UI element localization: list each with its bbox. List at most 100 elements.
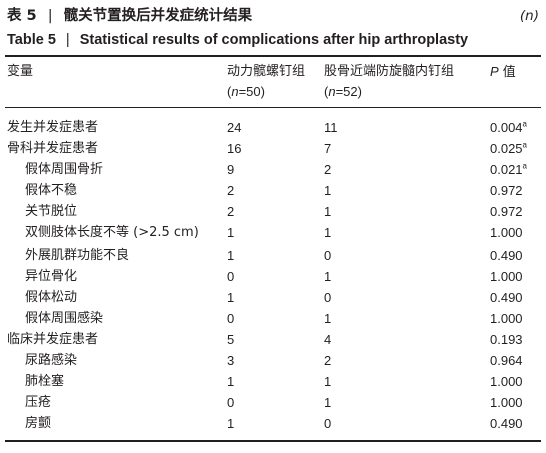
cell-pfna-count: 2	[324, 162, 332, 177]
table-row: 假体周围感染 0 1 1.000	[0, 308, 546, 329]
cell-dhs-count: 5	[227, 332, 235, 347]
bottom-rule	[5, 440, 541, 442]
p-value-text: 1.000	[490, 395, 523, 410]
significance-marker: a	[522, 161, 527, 171]
row-label: 假体不稳	[25, 183, 78, 198]
cell-p-value: 0.490	[490, 245, 523, 266]
cell-p-value: 0.972	[490, 201, 523, 222]
p-value-text: 0.025	[490, 141, 523, 156]
p-value-text: 0.193	[490, 332, 523, 347]
cell-p-value: 1.000	[490, 308, 523, 329]
row-label: 外展肌群功能不良	[25, 248, 130, 263]
header-group-dhs-n-value: =50)	[238, 84, 265, 99]
row-label: 发生并发症患者	[7, 120, 99, 135]
cell-dhs-count: 0	[227, 269, 235, 284]
row-label: 压疮	[25, 395, 52, 410]
cell-pfna-count: 1	[324, 225, 332, 240]
p-value-text: 0.964	[490, 353, 523, 368]
cell-dhs-count: 1	[227, 225, 235, 240]
cell-pfna-count: 1	[324, 269, 332, 284]
table-row: 发生并发症患者 24 11 0.004a	[0, 117, 546, 138]
row-label: 肺栓塞	[25, 374, 65, 389]
table-row: 关节脱位 2 1 0.972	[0, 201, 546, 222]
cell-dhs-count: 24	[227, 120, 242, 135]
cell-dhs-count: 1	[227, 416, 235, 431]
row-label: 假体周围骨折	[25, 162, 104, 177]
cell-dhs-count: 3	[227, 353, 235, 368]
cell-dhs-count: 1	[227, 290, 235, 305]
cell-dhs-count: 0	[227, 395, 235, 410]
row-label: 假体松动	[25, 290, 78, 305]
cell-p-value: 0.004a	[490, 117, 527, 138]
cell-pfna-count: 0	[324, 416, 332, 431]
caption-separator: |	[47, 8, 53, 24]
caption-chinese: 表 5 | 髋关节置换后并发症统计结果 (n)	[7, 5, 539, 27]
caption-cn-title: 髋关节置换后并发症统计结果	[63, 8, 253, 24]
cell-pfna-count: 0	[324, 290, 332, 305]
row-label: 关节脱位	[25, 204, 78, 219]
cell-pfna-count: 7	[324, 141, 332, 156]
p-value-text: 1.000	[490, 269, 523, 284]
row-label: 假体周围感染	[25, 311, 104, 326]
table-header: 变量 动力髋螺钉组 (n=50) 股骨近端防旋髓内钉组 (n=52) P 值	[0, 62, 546, 104]
cell-p-value: 0.972	[490, 180, 523, 201]
header-p-value: P 值	[490, 62, 516, 83]
table-row: 外展肌群功能不良 1 0 0.490	[0, 245, 546, 266]
table-row: 假体不稳 2 1 0.972	[0, 180, 546, 201]
table-row: 异位骨化 0 1 1.000	[0, 266, 546, 287]
header-p-rest: 值	[498, 65, 516, 80]
header-group-pfna-n-label: n	[328, 84, 336, 99]
table-row: 双侧肢体长度不等 (>2.5 cm) 1 1 1.000	[0, 222, 546, 243]
p-value-text: 0.972	[490, 204, 523, 219]
cell-pfna-count: 1	[324, 395, 332, 410]
cell-p-value: 1.000	[490, 266, 523, 287]
p-value-text: 0.972	[490, 183, 523, 198]
caption-cn-prefix: 表 5	[7, 8, 37, 24]
cell-p-value: 0.490	[490, 413, 523, 434]
significance-marker: a	[522, 140, 527, 150]
p-value-text: 1.000	[490, 374, 523, 389]
p-value-text: 0.490	[490, 248, 523, 263]
caption-en-prefix: Table 5	[7, 32, 56, 48]
header-group-dhs-n: (n=50)	[227, 84, 265, 99]
header-rule	[5, 107, 541, 108]
cell-pfna-count: 1	[324, 374, 332, 389]
cell-dhs-count: 9	[227, 162, 235, 177]
cell-p-value: 0.025a	[490, 138, 527, 159]
cell-p-value: 0.021a	[490, 159, 527, 180]
header-p-letter: P	[490, 64, 499, 79]
table-row: 压疮 0 1 1.000	[0, 392, 546, 413]
table-row: 骨科并发症患者 16 7 0.025a	[0, 138, 546, 159]
table-row: 临床并发症患者 5 4 0.193	[0, 329, 546, 350]
cell-dhs-count: 0	[227, 311, 235, 326]
significance-marker: a	[522, 119, 527, 129]
cell-pfna-count: 0	[324, 248, 332, 263]
row-label: 骨科并发症患者	[7, 141, 99, 156]
cell-dhs-count: 16	[227, 141, 242, 156]
row-label: 房颤	[25, 416, 52, 431]
header-group-dhs-n-label: n	[231, 84, 239, 99]
cell-pfna-count: 1	[324, 183, 332, 198]
caption-unit: (n)	[519, 8, 539, 24]
table-row: 尿路感染 3 2 0.964	[0, 350, 546, 371]
cell-pfna-count: 1	[324, 204, 332, 219]
p-value-text: 0.021	[490, 162, 523, 177]
cell-p-value: 0.490	[490, 287, 523, 308]
p-value-text: 0.004	[490, 120, 523, 135]
cell-dhs-count: 2	[227, 183, 235, 198]
p-value-text: 0.490	[490, 416, 523, 431]
top-rule	[5, 55, 541, 57]
row-label: 双侧肢体长度不等 (>2.5 cm)	[25, 225, 199, 240]
cell-p-value: 1.000	[490, 371, 523, 392]
header-variable: 变量	[7, 64, 34, 79]
cell-pfna-count: 2	[324, 353, 332, 368]
header-group-dhs: 动力髋螺钉组 (n=50)	[227, 62, 305, 102]
caption-en-title: Statistical results of complications aft…	[79, 32, 469, 48]
cell-p-value: 1.000	[490, 392, 523, 413]
row-label: 临床并发症患者	[7, 332, 99, 347]
table-row: 假体周围骨折 9 2 0.021a	[0, 159, 546, 180]
cell-dhs-count: 1	[227, 374, 235, 389]
table-row: 肺栓塞 1 1 1.000	[0, 371, 546, 392]
cell-pfna-count: 4	[324, 332, 332, 347]
